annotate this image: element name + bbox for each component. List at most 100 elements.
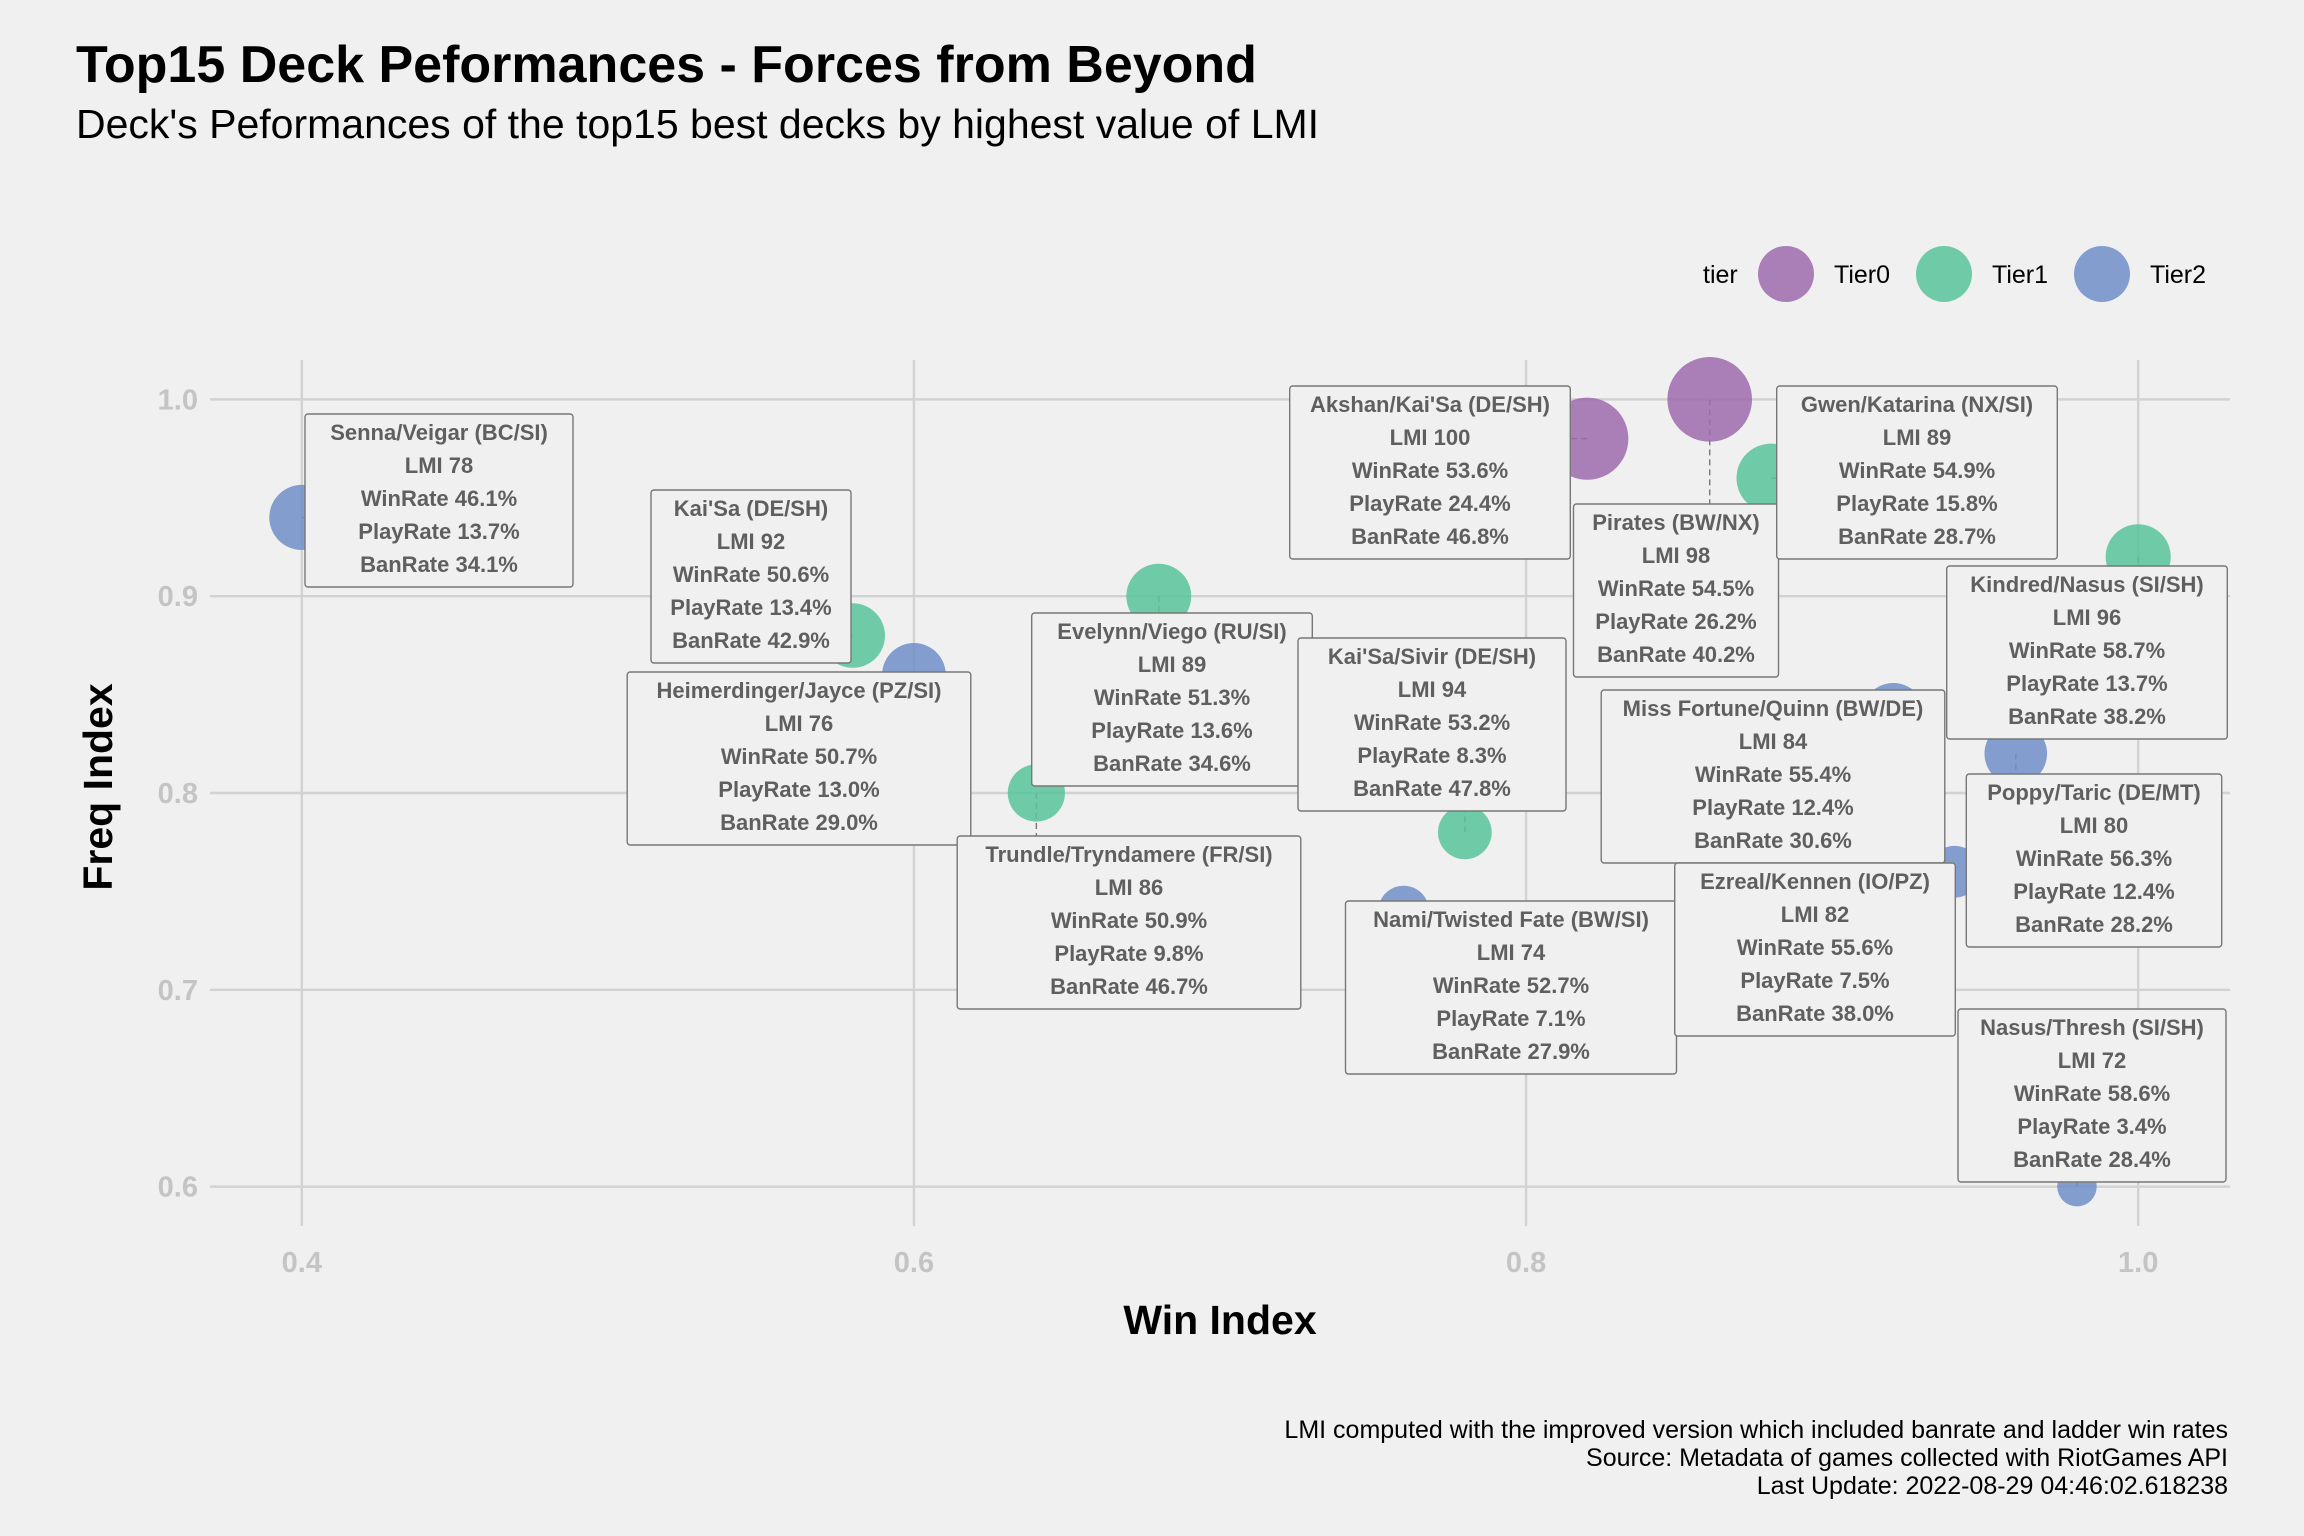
- deck-stat: LMI 98: [1642, 543, 1710, 568]
- point-label: Heimerdinger/Jayce (PZ/SI) LMI 76 WinRate …: [626, 671, 972, 846]
- label-box: [1957, 1008, 2227, 1183]
- deck-stat: BanRate 27.9%: [1432, 1039, 1590, 1064]
- deck-stat: PlayRate 13.7%: [358, 519, 519, 544]
- x-tick-label: 1.0: [2118, 1247, 2158, 1279]
- deck-stat: PlayRate 24.4%: [1349, 491, 1510, 516]
- deck-stat: WinRate 52.7%: [1433, 973, 1589, 998]
- point-tier0: [1667, 357, 1753, 442]
- deck-stat: PlayRate 12.4%: [2013, 879, 2174, 904]
- label-box: [626, 671, 972, 846]
- point-label: Kindred/Nasus (SI/SH) LMI 96 WinRate 58.7%…: [1945, 565, 2228, 740]
- label-box: [1297, 637, 1567, 812]
- deck-name: Nasus/Thresh (SI/SH): [1980, 1015, 2204, 1040]
- label-box: [1572, 503, 1780, 678]
- deck-stat: PlayRate 13.4%: [670, 595, 831, 620]
- deck-name: Miss Fortune/Quinn (BW/DE): [1623, 696, 1924, 721]
- legend: tier Tier0 Tier1 Tier2: [1703, 246, 2206, 302]
- deck-stat: PlayRate 15.8%: [1836, 491, 1997, 516]
- deck-stat: PlayRate 13.6%: [1091, 718, 1252, 743]
- deck-name: Akshan/Kai'Sa (DE/SH): [1310, 392, 1550, 417]
- deck-stat: PlayRate 9.8%: [1054, 941, 1203, 966]
- y-tick-label: 0.8: [158, 778, 198, 810]
- deck-name: Senna/Veigar (BC/SI): [330, 420, 548, 445]
- deck-stat: WinRate 46.1%: [361, 486, 517, 511]
- deck-stat: WinRate 56.3%: [2016, 846, 2172, 871]
- deck-stat: PlayRate 13.0%: [718, 777, 879, 802]
- point-annotations: Senna/Veigar (BC/SI) LMI 78 WinRate 46.1% P…: [304, 385, 2228, 1183]
- deck-stat: BanRate 29.0%: [720, 810, 878, 835]
- deck-name: Kindred/Nasus (SI/SH): [1970, 572, 2203, 597]
- deck-name: Kai'Sa (DE/SH): [674, 496, 828, 521]
- y-tick-label: 0.9: [158, 581, 198, 613]
- point-label: Nami/Twisted Fate (BW/SI) LMI 74 WinRate 5…: [1344, 900, 1678, 1075]
- deck-stat: WinRate 50.6%: [673, 562, 829, 587]
- point-label: Kai'Sa (DE/SH) LMI 92 WinRate 50.6% PlayRat…: [650, 489, 852, 664]
- label-box: [304, 413, 574, 588]
- deck-stat: BanRate 28.4%: [2013, 1147, 2171, 1172]
- deck-stat: PlayRate 8.3%: [1357, 743, 1506, 768]
- deck-stat: BanRate 46.8%: [1351, 524, 1509, 549]
- deck-stat: PlayRate 13.7%: [2006, 671, 2167, 696]
- point-label: Kai'Sa/Sivir (DE/SH) LMI 94 WinRate 53.2% P…: [1297, 637, 1567, 812]
- y-tick-label: 0.7: [158, 975, 198, 1007]
- point-label: Nasus/Thresh (SI/SH) LMI 72 WinRate 58.6% P…: [1957, 1008, 2227, 1183]
- deck-name: Kai'Sa/Sivir (DE/SH): [1328, 644, 1536, 669]
- deck-name: Trundle/Tryndamere (FR/SI): [985, 842, 1272, 867]
- point-label: Senna/Veigar (BC/SI) LMI 78 WinRate 46.1% P…: [304, 413, 574, 588]
- deck-name: Evelynn/Viego (RU/SI): [1057, 619, 1286, 644]
- caption-line-1: LMI computed with the improved version w…: [1284, 1416, 2228, 1444]
- point-label: Poppy/Taric (DE/MT) LMI 80 WinRate 56.3% Pl…: [1965, 773, 2223, 948]
- deck-stat: BanRate 47.8%: [1353, 776, 1511, 801]
- deck-stat: WinRate 58.7%: [2009, 638, 2165, 663]
- point-label: Miss Fortune/Quinn (BW/DE) LMI 84 WinRate …: [1600, 689, 1946, 864]
- label-box: [1945, 565, 2228, 740]
- deck-stat: LMI 74: [1477, 940, 1546, 965]
- deck-stat: BanRate 34.1%: [360, 552, 518, 577]
- x-tick-label: 0.6: [894, 1247, 934, 1279]
- deck-stat: WinRate 50.7%: [721, 744, 877, 769]
- label-box: [650, 489, 852, 664]
- deck-stat: LMI 84: [1739, 729, 1808, 754]
- deck-name: Ezreal/Kennen (IO/PZ): [1700, 869, 1930, 894]
- label-box: [1775, 385, 2058, 560]
- deck-stat: LMI 86: [1095, 875, 1163, 900]
- y-tick-label: 1.0: [158, 384, 198, 416]
- deck-stat: WinRate 55.4%: [1695, 762, 1851, 787]
- point-label: Ezreal/Kennen (IO/PZ) LMI 82 WinRate 55.6%…: [1673, 862, 1956, 1037]
- x-tick-label: 0.4: [282, 1247, 322, 1279]
- legend-key-tier0: [1758, 246, 1814, 302]
- deck-stat: LMI 94: [1398, 677, 1467, 702]
- y-axis-title: Freq Index: [75, 683, 121, 891]
- point-label: Pirates (BW/NX) LMI 98 WinRate 54.5% PlayRa…: [1572, 503, 1780, 678]
- deck-stat: LMI 82: [1781, 902, 1849, 927]
- deck-stat: BanRate 28.2%: [2015, 912, 2173, 937]
- caption: LMI computed with the improved version w…: [1284, 1416, 2228, 1500]
- deck-stat: LMI 96: [2053, 605, 2121, 630]
- point-label: Gwen/Katarina (NX/SI) LMI 89 WinRate 54.9%…: [1775, 385, 2058, 560]
- x-tick-label: 0.8: [1506, 1247, 1546, 1279]
- legend-label: Tier1: [1992, 261, 2048, 289]
- deck-stat: BanRate 30.6%: [1694, 828, 1852, 853]
- point-label: Akshan/Kai'Sa (DE/SH) LMI 100 WinRate 53.6…: [1288, 385, 1571, 560]
- deck-stat: WinRate 54.5%: [1598, 576, 1754, 601]
- deck-stat: WinRate 55.6%: [1737, 935, 1893, 960]
- deck-stat: LMI 78: [405, 453, 473, 478]
- deck-stat: PlayRate 12.4%: [1692, 795, 1853, 820]
- chart-title: Top15 Deck Peformances - Forces from Bey…: [76, 36, 1257, 94]
- point-label: Trundle/Tryndamere (FR/SI) LMI 86 WinRate …: [956, 835, 1302, 1010]
- deck-stat: WinRate 53.2%: [1354, 710, 1510, 735]
- deck-stat: WinRate 54.9%: [1839, 458, 1995, 483]
- deck-stat: BanRate 46.7%: [1050, 974, 1208, 999]
- deck-name: Pirates (BW/NX): [1592, 510, 1759, 535]
- deck-name: Nami/Twisted Fate (BW/SI): [1373, 907, 1649, 932]
- chart-subtitle: Deck's Peformances of the top15 best dec…: [76, 101, 1319, 147]
- legend-label: Tier0: [1834, 261, 1890, 289]
- deck-stat: LMI 89: [1138, 652, 1206, 677]
- caption-line-2: Source: Metadata of games collected with…: [1586, 1444, 2228, 1472]
- deck-stat: PlayRate 7.1%: [1436, 1006, 1585, 1031]
- legend-key-tier2: [2074, 246, 2130, 302]
- y-tick-label: 0.6: [158, 1172, 198, 1204]
- deck-name: Gwen/Katarina (NX/SI): [1801, 392, 2033, 417]
